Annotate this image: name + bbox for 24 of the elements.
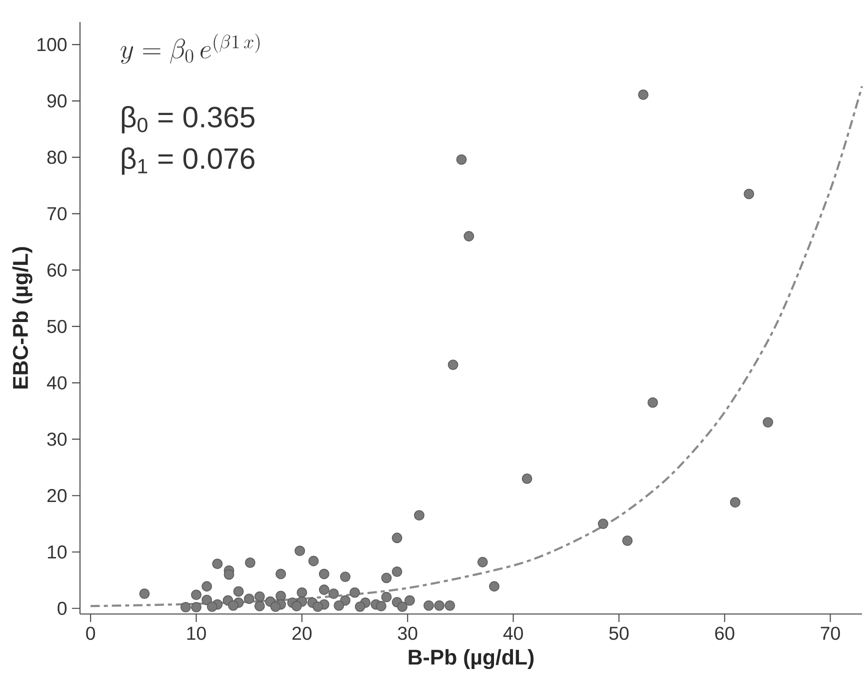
y-tick-label: 70 bbox=[47, 207, 67, 220]
y-tick-label: 20 bbox=[47, 488, 67, 502]
annotation: $y = \beta_{0}\, e^{(\beta 1\, x)}$ bbox=[120, 34, 260, 64]
x-tick-label: 20 bbox=[292, 626, 312, 640]
y-tick-label: 100 bbox=[38, 38, 67, 52]
x-tick-label: 10 bbox=[187, 626, 206, 640]
y-tick-label: 30 bbox=[47, 432, 67, 446]
y-tick-label: 0 bbox=[58, 602, 67, 615]
x-tick-label: 40 bbox=[503, 626, 523, 640]
y-tick-label: 80 bbox=[47, 150, 67, 164]
x-axis-title: B-Pb (µg/dL) bbox=[408, 649, 534, 670]
y-tick-label: 40 bbox=[46, 376, 67, 390]
x-tick-label: 50 bbox=[609, 626, 629, 640]
y-tick-label: 90 bbox=[47, 94, 67, 108]
x-tick-label: 70 bbox=[820, 626, 840, 640]
y-tick-label: 10 bbox=[48, 545, 67, 559]
y-tick-label: 60 bbox=[47, 263, 67, 277]
x-tick-label: 0 bbox=[86, 626, 96, 640]
annotation: β$_{1}$ = 0.076 bbox=[122, 147, 254, 175]
annotation: β$_{0}$ = 0.365 bbox=[122, 106, 254, 134]
y-axis-title: EBC-Pb (µg/L) bbox=[12, 247, 32, 388]
y-tick-label: 50 bbox=[47, 320, 67, 334]
x-tick-label: 60 bbox=[715, 626, 734, 640]
x-tick-label: 30 bbox=[398, 626, 418, 640]
